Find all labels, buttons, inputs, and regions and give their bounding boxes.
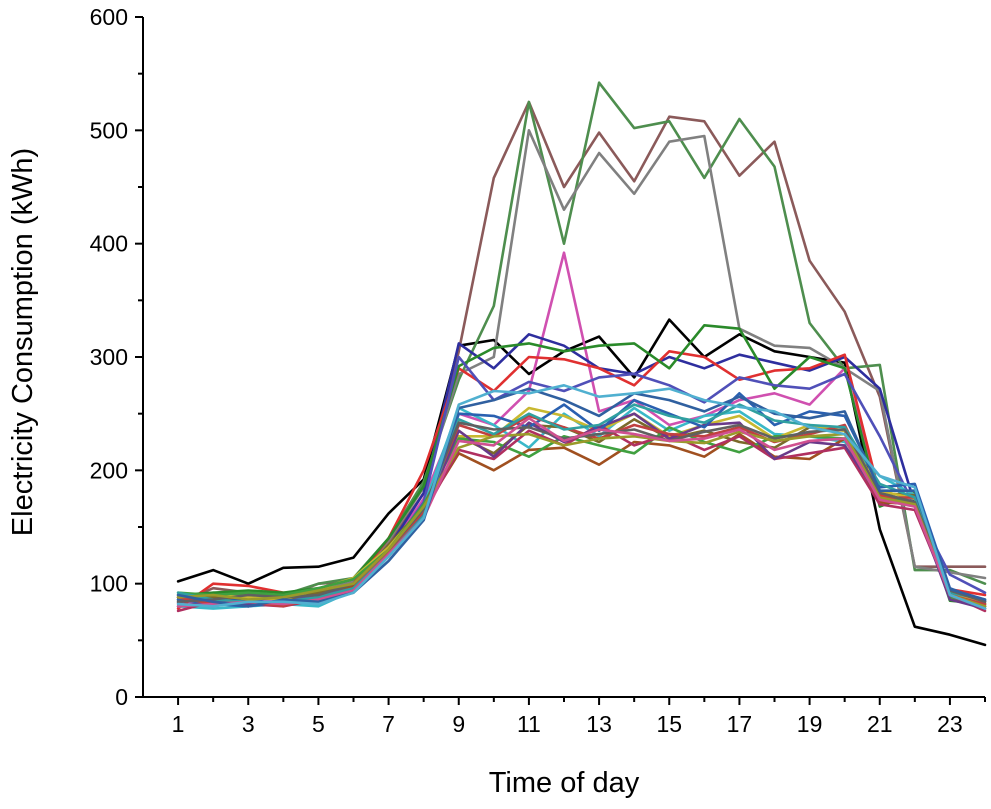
series-line-19 (176, 403, 987, 604)
x-tick-label: 9 (452, 711, 465, 737)
y-tick-label: 400 (90, 231, 128, 257)
x-tick-label: 5 (312, 711, 325, 737)
x-tick-label: 15 (656, 711, 682, 737)
x-tick-label: 11 (517, 711, 541, 737)
y-tick-label: 100 (90, 571, 128, 597)
y-ticks: 0 100 200 300 400 500 600 (90, 4, 143, 710)
x-axis-title: Time of day (489, 767, 640, 799)
y-tick-label: 500 (90, 117, 128, 143)
x-tick-label: 21 (867, 711, 893, 737)
x-tick-label: 13 (586, 711, 612, 737)
series-line-2 (176, 100, 987, 605)
y-tick-label: 200 (90, 457, 128, 483)
x-ticks: 1 3 5 7 9 11 13 15 17 19 21 23 (172, 697, 986, 737)
series-line-3 (176, 81, 987, 599)
series-line-21 (176, 430, 987, 608)
x-tick-label: 3 (242, 711, 255, 737)
series-line-23 (176, 387, 987, 608)
y-tick-label: 600 (90, 4, 128, 30)
y-axis-title: Electricity Consumption (kWh) (7, 148, 39, 536)
series-line-24 (176, 383, 987, 610)
x-tick-label: 19 (797, 711, 823, 737)
y-tick-label: 0 (115, 684, 128, 710)
x-tick-label: 1 (172, 711, 185, 737)
x-tick-label: 17 (727, 711, 753, 737)
y-tick-label: 300 (90, 344, 128, 370)
series-line-9 (176, 355, 987, 608)
x-tick-label: 7 (382, 711, 395, 737)
x-tick-label: 23 (937, 711, 963, 737)
series-layer (176, 81, 987, 647)
